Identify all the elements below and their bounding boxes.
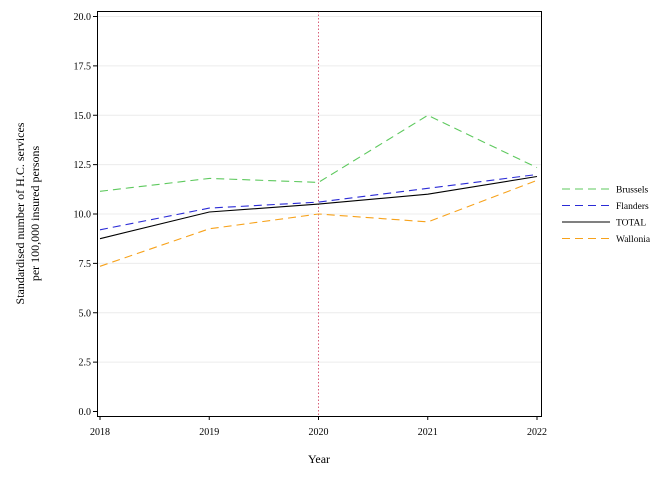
x-tick-label: 2018 — [90, 427, 110, 438]
legend-label-brussels: Brussels — [616, 186, 649, 196]
legend-label-total: TOTAL — [616, 219, 646, 229]
y-axis-title-line2: per 100,000 insured persons — [28, 146, 42, 282]
plot-frame — [97, 11, 542, 417]
y-axis-ticks: 0.0 2.5 5.0 7.5 10.0 12.5 15.0 17.5 20.0 — [74, 12, 97, 418]
x-tick-label: 2020 — [309, 427, 329, 438]
x-axis-title: Year — [308, 452, 330, 466]
y-axis-title-line1: Standardised number of H.C. services — [13, 122, 27, 304]
x-tick-label: 2019 — [199, 427, 219, 438]
y-tick-label: 7.5 — [79, 259, 92, 270]
series-line-total — [99, 175, 538, 240]
y-tick-label: 0.0 — [79, 407, 92, 418]
x-axis-ticks: 2018 2019 2020 2021 2022 — [90, 416, 547, 438]
series-lines — [99, 114, 538, 267]
y-tick-label: 20.0 — [74, 12, 92, 23]
legend: Brussels Flanders TOTAL Wallonia — [562, 186, 651, 245]
y-tick-label: 5.0 — [79, 308, 92, 319]
y-tick-label: 15.0 — [74, 111, 92, 122]
y-tick-label: 12.5 — [74, 160, 92, 171]
legend-label-flanders: Flanders — [616, 202, 649, 212]
series-line-wallonia — [99, 179, 538, 267]
x-tick-label: 2021 — [418, 427, 438, 438]
x-tick-label: 2022 — [527, 427, 547, 438]
series-line-flanders — [99, 173, 538, 231]
legend-label-wallonia: Wallonia — [616, 235, 651, 245]
y-tick-label: 10.0 — [74, 210, 92, 221]
y-tick-label: 17.5 — [74, 61, 92, 72]
y-tick-label: 2.5 — [79, 358, 92, 369]
